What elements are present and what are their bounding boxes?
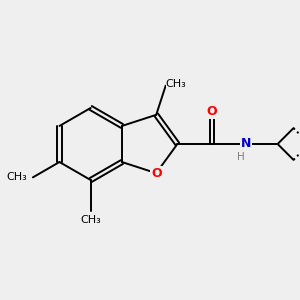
Text: CH₃: CH₃ bbox=[80, 215, 101, 226]
Text: O: O bbox=[151, 167, 161, 180]
Text: H: H bbox=[237, 152, 245, 162]
Text: CH₃: CH₃ bbox=[6, 172, 27, 182]
Text: N: N bbox=[241, 137, 251, 151]
Text: O: O bbox=[206, 105, 217, 118]
Text: CH₃: CH₃ bbox=[166, 80, 186, 89]
